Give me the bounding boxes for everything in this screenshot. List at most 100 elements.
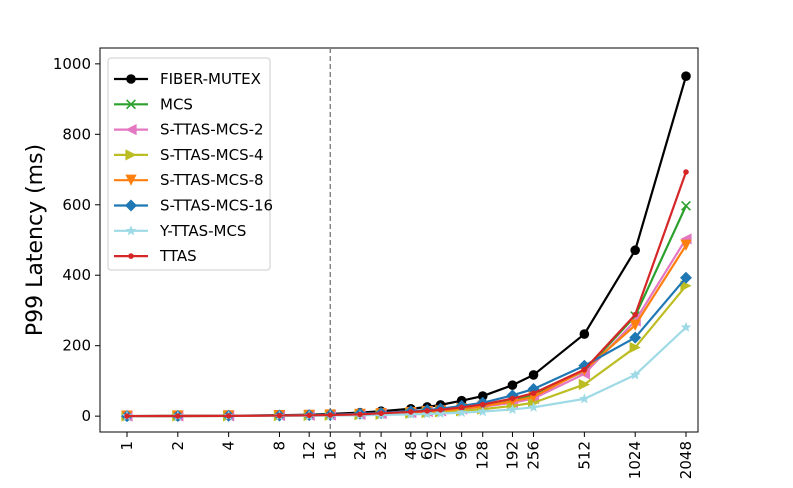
x-tick-label: 32 [372, 441, 390, 460]
data-point [680, 239, 692, 251]
data-point [579, 329, 590, 339]
series-line-ttas [126, 171, 688, 418]
legend-label: Y-TTAS-MCS [159, 222, 246, 240]
y-tick-label: 200 [62, 337, 91, 355]
data-point [632, 311, 638, 318]
data-point [378, 410, 384, 417]
data-point [528, 370, 539, 380]
x-tick-label: 192 [503, 441, 521, 470]
legend-item-s-ttas-mcs-2: S-TTAS-MCS-2 [114, 121, 264, 139]
data-point [578, 378, 590, 391]
legend-marker [126, 74, 136, 84]
data-point [630, 245, 640, 256]
legend-label: S-TTAS-MCS-2 [160, 121, 264, 139]
y-axis: 0 200 400 600 800 1000 [53, 55, 100, 425]
data-point [327, 412, 334, 418]
legend-item-ttas: TTAS [114, 247, 197, 265]
y-tick-label: 600 [62, 196, 91, 214]
data-point [680, 271, 692, 284]
legend-box [107, 57, 271, 271]
legend-marker [125, 149, 137, 161]
legend-label: S-TTAS-MCS-8 [160, 171, 264, 189]
series-line-s-ttas-mcs-16 [126, 276, 687, 418]
data-point [479, 401, 486, 408]
x-tick-label: 72 [432, 441, 450, 460]
x-tick-label: 12 [300, 441, 318, 460]
legend-marker [126, 99, 136, 110]
y-tick-label: 1000 [53, 55, 91, 73]
x-tick-label: 60 [418, 441, 436, 460]
x-tick-label: 48 [402, 441, 420, 460]
y-tick-label: 800 [62, 125, 91, 143]
data-point [530, 390, 537, 397]
data-point [681, 200, 691, 211]
legend-marker [125, 225, 137, 236]
legend-marker [125, 124, 137, 136]
data-point [629, 341, 641, 354]
y-tick-label: 400 [62, 266, 91, 284]
legend-label: S-TTAS-MCS-4 [160, 146, 264, 164]
legend-marker [125, 174, 137, 186]
x-tick-label: 1024 [626, 441, 644, 479]
data-point [437, 407, 444, 413]
data-point [509, 395, 516, 402]
data-point [528, 401, 539, 412]
plot-area [99, 47, 699, 433]
legend-item-s-ttas-mcs-4: S-TTAS-MCS-4 [114, 146, 264, 164]
data-point [681, 71, 691, 81]
x-tick-label: 16 [321, 441, 339, 460]
data-point [458, 404, 465, 411]
y-axis-title: P99 Latency (ms) [23, 144, 48, 336]
data-point [424, 408, 430, 414]
legend-item-s-ttas-mcs-8: S-TTAS-MCS-8 [114, 171, 264, 189]
x-tick-label: 512 [575, 441, 593, 470]
legend-item-fiber-mutex: FIBER-MUTEX [114, 70, 261, 88]
legend-item-mcs: MCS [114, 95, 193, 113]
series-y-ttas-mcs [121, 321, 692, 421]
data-point [477, 391, 488, 401]
data-point [507, 380, 518, 390]
data-point [683, 169, 689, 175]
legend-label: TTAS [159, 247, 197, 265]
data-point [477, 405, 489, 417]
legend-marker [128, 253, 134, 259]
data-point [306, 412, 312, 419]
data-point [581, 366, 588, 373]
x-tick-label: 8 [270, 441, 288, 451]
data-point [124, 413, 130, 419]
data-point [435, 407, 446, 419]
x-tick-label: 2048 [677, 441, 695, 479]
data-point [629, 369, 641, 380]
x-tick-label: 128 [474, 441, 492, 470]
data-point [578, 359, 591, 372]
data-point [276, 412, 283, 419]
data-point [680, 280, 692, 292]
y-tick-label: 0 [81, 407, 91, 425]
data-point [629, 331, 642, 344]
data-point [579, 393, 590, 404]
legend-item-s-ttas-mcs-16: S-TTAS-MCS-16 [114, 197, 273, 215]
x-tick-label: 96 [453, 441, 471, 460]
data-point [225, 413, 232, 419]
data-point [507, 403, 518, 414]
x-tick-label: 2 [169, 441, 187, 451]
data-point [680, 321, 692, 332]
legend-item-y-ttas-mcs: Y-TTAS-MCS [114, 222, 246, 240]
x-tick-label: 256 [525, 441, 543, 470]
data-point [408, 409, 414, 415]
legend-label: S-TTAS-MCS-16 [160, 197, 273, 215]
data-point [175, 413, 181, 419]
series-layer [121, 71, 692, 423]
legend-label: FIBER-MUTEX [160, 70, 261, 88]
data-point [629, 319, 641, 331]
x-tick-label: 4 [220, 441, 238, 451]
series-ttas [124, 169, 689, 419]
x-tick-label: 1 [118, 441, 136, 451]
data-point [357, 411, 363, 418]
legend-label: MCS [160, 95, 193, 113]
legend-marker [125, 199, 137, 212]
x-tick-label: 24 [351, 441, 369, 460]
data-point [456, 407, 467, 418]
